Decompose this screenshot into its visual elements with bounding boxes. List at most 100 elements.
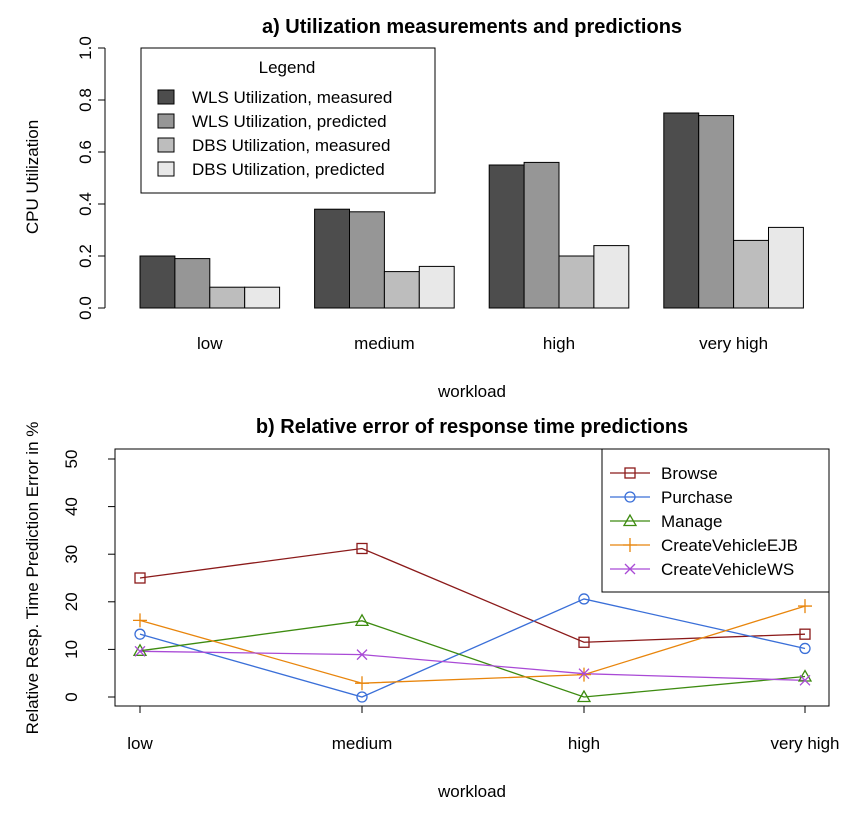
chart-b-markers xyxy=(132,542,813,703)
chart-a-bar-dbs-utilization-measured-medium xyxy=(383,271,420,309)
chart-a-x-ticks: low medium high very high xyxy=(197,334,768,353)
chart-b-legend-label-createvehicleejb: CreateVehicleEJB xyxy=(661,536,798,555)
chart-b-point-purchase-very-high xyxy=(799,642,811,655)
chart-a-legend-box xyxy=(140,47,436,194)
chart-b-y-tick-label: 10 xyxy=(62,640,81,659)
chart-a-legend-label-wls-utilization-measured: WLS Utilization, measured xyxy=(192,88,392,107)
chart-a-legend-label-dbs-utilization-measured: DBS Utilization, measured xyxy=(192,136,390,155)
chart-b-title: b) Relative error of response time predi… xyxy=(256,416,688,438)
chart-a-legend-swatch-wls-utilization-predicted xyxy=(157,113,175,129)
chart-a-legend-title: Legend xyxy=(259,58,316,77)
chart-b-point-createvehicleejb-medium xyxy=(355,676,369,691)
chart-b-lines xyxy=(139,547,806,698)
chart-a-y-tick-label: 0.4 xyxy=(76,192,95,216)
chart-a-bar-dbs-utilization-predicted-high xyxy=(593,245,630,309)
chart-b-point-browse-medium xyxy=(356,542,368,555)
chart-b-point-createvehiclews-low xyxy=(134,645,146,657)
chart-b-line-createvehiclews xyxy=(139,650,806,681)
chart-a-y-ticks: 0.0 0.2 0.4 0.6 0.8 1.0 xyxy=(76,36,105,320)
chart-b-point-createvehicleejb-high xyxy=(577,667,591,682)
chart-b-point-createvehiclews-very-high xyxy=(799,674,811,686)
chart-b-legend-label-browse: Browse xyxy=(661,464,718,483)
chart-a-x-tick-label-low: low xyxy=(197,334,223,353)
chart-b-point-createvehicleejb-very-high xyxy=(798,599,812,614)
chart-a-bar-dbs-utilization-measured-low xyxy=(209,286,246,309)
chart-a-legend-swatch-dbs-utilization-predicted xyxy=(157,161,175,177)
chart-b: b) Relative error of response time predi… xyxy=(23,416,839,801)
chart-b-point-browse-very-high xyxy=(799,628,811,640)
chart-b-point-purchase-low xyxy=(134,628,146,640)
chart-b-y-tick-label: 20 xyxy=(62,592,81,611)
chart-b-legend-items: Browse Purchase Manage CreateVehicleEJB Crea… xyxy=(610,464,798,579)
chart-b-legend-marker-manage xyxy=(622,513,638,527)
chart-a-bar-wls-utilization-measured-medium xyxy=(314,208,351,309)
chart-b-line-createvehicleejb xyxy=(139,605,806,684)
chart-b-y-ticks: 0 10 20 30 40 50 xyxy=(62,450,115,702)
chart-b-y-tick-label: 50 xyxy=(62,450,81,469)
chart-b-x-tick-label-very-high: very high xyxy=(771,734,840,753)
chart-b-point-manage-high xyxy=(576,689,592,703)
chart-a-bar-dbs-utilization-predicted-low xyxy=(244,286,281,309)
chart-b-point-browse-low xyxy=(134,572,146,584)
chart-b-line-browse xyxy=(139,547,806,643)
chart-a-legend-label-dbs-utilization-predicted: DBS Utilization, predicted xyxy=(192,160,385,179)
chart-a-y-tick-label: 0.2 xyxy=(76,244,95,268)
chart-b-y-label: Relative Resp. Time Prediction Error in … xyxy=(23,422,42,735)
chart-b-x-tick-label-medium: medium xyxy=(332,734,392,753)
chart-a-legend-swatch-dbs-utilization-measured xyxy=(157,137,175,153)
chart-b-point-createvehiclews-medium xyxy=(356,649,368,661)
chart-b-point-createvehiclews-high xyxy=(578,668,590,680)
chart-a: a) Utilization measurements and predicti… xyxy=(23,16,804,401)
chart-a-bar-wls-utilization-predicted-very-high xyxy=(698,115,735,309)
chart-a-bar-wls-utilization-predicted-medium xyxy=(349,211,385,309)
chart-b-legend-marker-createvehicleejb xyxy=(623,538,637,552)
chart-b-point-purchase-high xyxy=(578,593,590,605)
chart-a-title: a) Utilization measurements and predicti… xyxy=(262,16,682,38)
chart-b-x-tick-label-low: low xyxy=(127,734,153,753)
chart-b-legend: Browse Purchase Manage CreateVehicleEJB Crea… xyxy=(601,448,830,593)
chart-a-x-tick-label-very-high: very high xyxy=(699,334,768,353)
chart-a-y-tick-label: 1.0 xyxy=(76,36,95,60)
chart-a-y-tick-label: 0.6 xyxy=(76,140,95,164)
chart-b-point-manage-low xyxy=(132,643,148,656)
chart-a-bar-wls-utilization-measured-very-high xyxy=(663,112,700,309)
chart-a-bar-wls-utilization-measured-low xyxy=(139,255,176,309)
chart-b-line-purchase xyxy=(139,598,806,698)
chart-a-y-tick-label: 0.0 xyxy=(76,296,95,320)
chart-b-line-manage xyxy=(139,620,806,698)
chart-b-legend-marker-browse xyxy=(624,467,636,479)
chart-a-x-label: workload xyxy=(437,382,506,401)
chart-b-legend-label-createvehiclews: CreateVehicleWS xyxy=(661,560,794,579)
chart-a-bars xyxy=(139,112,804,309)
chart-a-legend-swatch-wls-utilization-measured xyxy=(157,89,175,105)
chart-b-legend-marker-purchase xyxy=(624,491,636,503)
chart-b-legend-label-purchase: Purchase xyxy=(661,488,733,507)
chart-b-legend-marker-createvehiclews xyxy=(624,563,636,575)
chart-a-bar-dbs-utilization-predicted-very-high xyxy=(768,226,804,309)
chart-a-bar-dbs-utilization-measured-high xyxy=(558,255,595,309)
chart-a-bar-dbs-utilization-predicted-medium xyxy=(418,265,455,309)
chart-b-point-manage-medium xyxy=(354,613,370,626)
chart-a-bar-wls-utilization-predicted-low xyxy=(174,258,211,309)
chart-b-x-label: workload xyxy=(437,782,506,801)
chart-b-legend-label-manage: Manage xyxy=(661,512,722,531)
chart-b-x-tick-label-high: high xyxy=(568,734,600,753)
chart-b-x-ticks: low medium high very high xyxy=(127,706,839,753)
chart-a-legend-items: WLS Utilization, measured WLS Utilization… xyxy=(157,88,392,179)
chart-b-y-tick-label: 0 xyxy=(62,692,81,701)
chart-b-point-browse-high xyxy=(578,636,590,648)
chart-a-bar-dbs-utilization-measured-very-high xyxy=(733,239,769,309)
chart-a-y-label: CPU Utilization xyxy=(23,120,42,234)
chart-a-bar-wls-utilization-measured-high xyxy=(488,164,525,309)
chart-a-legend-label-wls-utilization-predicted: WLS Utilization, predicted xyxy=(192,112,387,131)
chart-b-y-tick-label: 40 xyxy=(62,497,81,516)
chart-b-point-purchase-medium xyxy=(356,691,368,703)
chart-a-bar-wls-utilization-predicted-high xyxy=(523,161,560,309)
chart-a-x-tick-label-high: high xyxy=(543,334,575,353)
chart-a-y-tick-label: 0.8 xyxy=(76,88,95,112)
chart-b-point-createvehicleejb-low xyxy=(133,613,147,628)
chart-b-y-tick-label: 30 xyxy=(62,545,81,564)
chart-a-x-tick-label-medium: medium xyxy=(354,334,414,353)
